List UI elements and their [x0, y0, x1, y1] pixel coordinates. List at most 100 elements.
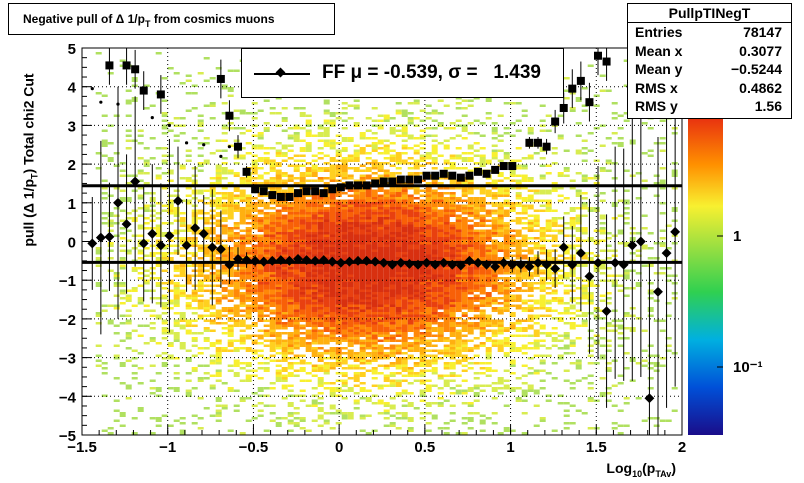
heatmap-cell	[227, 207, 234, 210]
heatmap-cell	[101, 192, 108, 195]
heatmap-cell	[431, 207, 438, 210]
heatmap-cell	[269, 249, 276, 252]
heatmap-cell	[347, 344, 354, 347]
heatmap-cell	[443, 327, 450, 330]
heatmap-cell	[269, 179, 276, 182]
heatmap-cell	[113, 152, 120, 155]
heatmap-cell	[347, 137, 354, 140]
heatmap-cell	[365, 204, 372, 207]
heatmap-cell	[461, 282, 468, 285]
heatmap-cell	[419, 359, 426, 362]
heatmap-cell	[299, 154, 306, 157]
heatmap-cell	[395, 222, 402, 225]
heatmap-cell	[467, 279, 474, 282]
heatmap-cell	[389, 279, 396, 282]
heatmap-cell	[137, 407, 144, 410]
heatmap-cell	[221, 287, 228, 290]
heatmap-cell	[497, 329, 504, 332]
heatmap-cell	[461, 289, 468, 292]
heatmap-cell	[221, 252, 228, 255]
heatmap-cell	[377, 349, 384, 352]
heatmap-cell	[449, 194, 456, 197]
heatmap-cell	[197, 162, 204, 165]
heatmap-cell	[347, 159, 354, 162]
heatmap-cell	[353, 222, 360, 225]
heatmap-cell	[497, 149, 504, 152]
heatmap-cell	[365, 252, 372, 255]
heatmap-cell	[491, 274, 498, 277]
heatmap-cell	[305, 314, 312, 317]
heatmap-cell	[209, 342, 216, 345]
heatmap-cell	[293, 374, 300, 377]
heatmap-cell	[155, 259, 162, 262]
heatmap-cell	[461, 152, 468, 155]
heatmap-cell	[155, 224, 162, 227]
heatmap-cell	[449, 279, 456, 282]
heatmap-cell	[281, 154, 288, 157]
heatmap-cell	[179, 237, 186, 240]
heatmap-cell	[407, 284, 414, 287]
heatmap-cell	[281, 287, 288, 290]
heatmap-cell	[497, 232, 504, 235]
heatmap-cell	[347, 272, 354, 275]
heatmap-cell	[383, 274, 390, 277]
heatmap-cell	[479, 342, 486, 345]
heatmap-cell	[395, 324, 402, 327]
heatmap-cell	[389, 212, 396, 215]
heatmap-cell	[371, 337, 378, 340]
heatmap-cell	[443, 267, 450, 270]
heatmap-cell	[401, 114, 408, 117]
heatmap-cell	[461, 417, 468, 420]
heatmap-cell	[281, 354, 288, 357]
heatmap-cell	[275, 424, 282, 427]
heatmap-cell	[371, 304, 378, 307]
heatmap-cell	[287, 177, 294, 180]
heatmap-cell	[215, 239, 222, 242]
heatmap-cell	[227, 292, 234, 295]
heatmap-cell	[293, 297, 300, 300]
heatmap-cell	[491, 259, 498, 262]
heatmap-cell	[281, 387, 288, 390]
heatmap-cell	[197, 244, 204, 247]
heatmap-cell	[425, 404, 432, 407]
heatmap-cell	[431, 309, 438, 312]
heatmap-cell	[317, 227, 324, 230]
heatmap-cell	[401, 324, 408, 327]
heatmap-cell	[341, 239, 348, 242]
heatmap-cell	[341, 324, 348, 327]
heatmap-cell	[305, 202, 312, 205]
heatmap-cell	[401, 237, 408, 240]
heatmap-cell	[407, 299, 414, 302]
heatmap-cell	[455, 292, 462, 295]
heatmap-cell	[233, 289, 240, 292]
heatmap-cell	[281, 397, 288, 400]
heatmap-cell	[461, 359, 468, 362]
heatmap-cell	[455, 309, 462, 312]
heatmap-cell	[431, 297, 438, 300]
heatmap-cell	[293, 289, 300, 292]
heatmap-cell	[425, 207, 432, 210]
heatmap-cell	[503, 337, 510, 340]
heatmap-cell	[107, 219, 114, 222]
heatmap-cell	[143, 164, 150, 167]
heatmap-cell	[257, 387, 264, 390]
heatmap-cell	[335, 289, 342, 292]
heatmap-cell	[479, 329, 486, 332]
heatmap-cell	[281, 374, 288, 377]
heatmap-cell	[479, 269, 486, 272]
heatmap-cell	[503, 384, 510, 387]
heatmap-cell	[449, 327, 456, 330]
heatmap-cell	[407, 374, 414, 377]
heatmap-cell	[263, 362, 270, 365]
heatmap-cell	[311, 222, 318, 225]
heatmap-cell	[467, 264, 474, 267]
heatmap-cell	[407, 172, 414, 175]
heatmap-cell	[359, 257, 366, 260]
heatmap-cell	[449, 254, 456, 257]
heatmap-cell	[449, 372, 456, 375]
heatmap-cell	[431, 179, 438, 182]
heatmap-cell	[371, 344, 378, 347]
heatmap-cell	[239, 282, 246, 285]
heatmap-cell	[353, 354, 360, 357]
heatmap-cell	[329, 177, 336, 180]
